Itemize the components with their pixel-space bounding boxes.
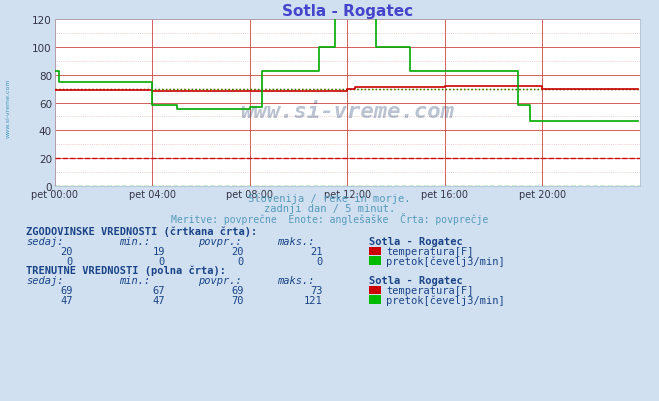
- Title: Sotla - Rogatec: Sotla - Rogatec: [282, 4, 413, 19]
- Text: 67: 67: [152, 286, 165, 296]
- Text: Meritve: povprečne  Enote: anglešaške  Črta: povprečje: Meritve: povprečne Enote: anglešaške Črt…: [171, 212, 488, 224]
- Text: temperatura[F]: temperatura[F]: [386, 286, 474, 296]
- Text: 0: 0: [317, 256, 323, 266]
- Text: 47: 47: [60, 295, 72, 305]
- Text: pretok[čevelj3/min]: pretok[čevelj3/min]: [386, 294, 505, 305]
- Text: 69: 69: [60, 286, 72, 296]
- Text: 121: 121: [304, 295, 323, 305]
- Text: min.:: min.:: [119, 275, 150, 286]
- Text: sedaj:: sedaj:: [26, 237, 64, 247]
- Text: 20: 20: [60, 247, 72, 257]
- Text: sedaj:: sedaj:: [26, 275, 64, 286]
- Text: Slovenija / reke in morje.: Slovenija / reke in morje.: [248, 193, 411, 203]
- Text: Sotla - Rogatec: Sotla - Rogatec: [369, 237, 463, 247]
- Text: www.si-vreme.com: www.si-vreme.com: [5, 79, 11, 138]
- Text: 0: 0: [238, 256, 244, 266]
- Text: 73: 73: [310, 286, 323, 296]
- Text: 70: 70: [231, 295, 244, 305]
- Text: pretok[čevelj3/min]: pretok[čevelj3/min]: [386, 255, 505, 266]
- Text: temperatura[F]: temperatura[F]: [386, 247, 474, 257]
- Text: povpr.:: povpr.:: [198, 275, 241, 286]
- Text: www.si-vreme.com: www.si-vreme.com: [241, 101, 454, 122]
- Text: 47: 47: [152, 295, 165, 305]
- Text: zadnji dan / 5 minut.: zadnji dan / 5 minut.: [264, 204, 395, 214]
- Text: ZGODOVINSKE VREDNOSTI (črtkana črta):: ZGODOVINSKE VREDNOSTI (črtkana črta):: [26, 226, 258, 237]
- Text: Sotla - Rogatec: Sotla - Rogatec: [369, 275, 463, 286]
- Text: 19: 19: [152, 247, 165, 257]
- Text: maks.:: maks.:: [277, 275, 314, 286]
- Text: povpr.:: povpr.:: [198, 237, 241, 247]
- Text: 0: 0: [159, 256, 165, 266]
- Text: 21: 21: [310, 247, 323, 257]
- Text: 0: 0: [67, 256, 72, 266]
- Text: 69: 69: [231, 286, 244, 296]
- Text: 20: 20: [231, 247, 244, 257]
- Text: maks.:: maks.:: [277, 237, 314, 247]
- Text: min.:: min.:: [119, 237, 150, 247]
- Text: TRENUTNE VREDNOSTI (polna črta):: TRENUTNE VREDNOSTI (polna črta):: [26, 265, 226, 275]
